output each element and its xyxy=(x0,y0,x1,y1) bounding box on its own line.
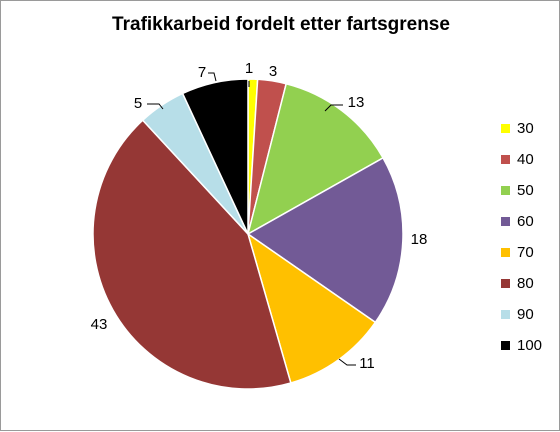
legend-swatch xyxy=(501,186,510,195)
pie-slice-70 xyxy=(246,232,377,384)
data-label-30: 1 xyxy=(245,60,253,77)
legend-swatch xyxy=(501,248,510,257)
legend-label: 100 xyxy=(517,337,543,354)
legend-label: 40 xyxy=(517,151,534,168)
leader-line-50 xyxy=(324,104,343,112)
data-label-100: 7 xyxy=(198,64,206,81)
legend-label: 80 xyxy=(517,275,534,292)
leader-line-70 xyxy=(338,358,356,366)
legend-label: 30 xyxy=(517,120,534,137)
legend-label: 60 xyxy=(517,213,534,230)
chart-title: Trafikkarbeid fordelt etter fartsgrense xyxy=(112,14,450,35)
data-label-80: 43 xyxy=(91,316,108,333)
legend-label: 70 xyxy=(517,244,534,261)
legend-swatch xyxy=(501,279,510,288)
legend-swatch xyxy=(501,217,510,226)
legend-label: 50 xyxy=(517,182,534,199)
data-label-90: 5 xyxy=(134,95,142,112)
pie-slice-60 xyxy=(246,156,404,324)
data-label-70: 11 xyxy=(359,355,375,372)
legend-swatch xyxy=(501,310,510,319)
data-label-60: 18 xyxy=(411,231,428,248)
pie-slice-100 xyxy=(181,78,249,235)
pie-slice-80 xyxy=(92,119,292,390)
legend-swatch xyxy=(501,124,510,133)
data-label-40: 3 xyxy=(269,63,277,80)
legend-swatch xyxy=(501,341,510,350)
data-label-50: 13 xyxy=(348,94,365,111)
leader-line-100 xyxy=(208,72,217,82)
legend-swatch xyxy=(501,155,510,164)
legend-label: 90 xyxy=(517,306,534,323)
pie-slice-50 xyxy=(246,82,385,236)
leader-line-90 xyxy=(147,103,164,110)
